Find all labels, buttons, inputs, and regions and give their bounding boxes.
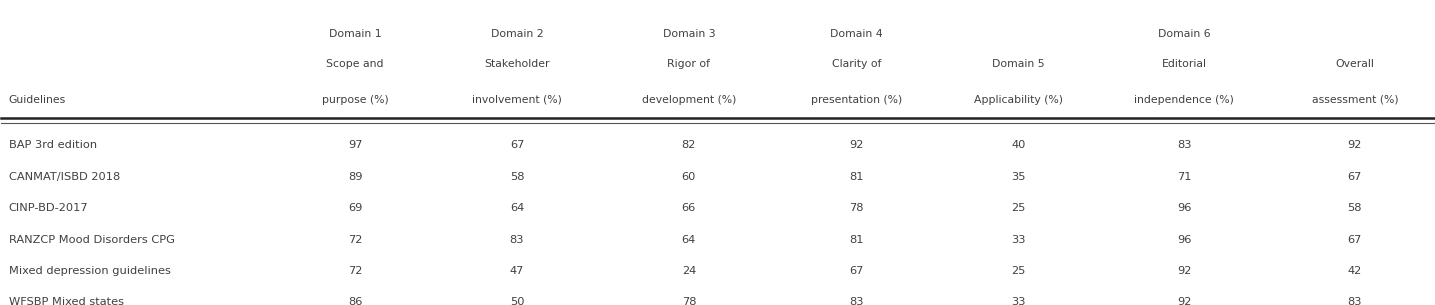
Text: 42: 42 [1347, 266, 1362, 276]
Text: 82: 82 [682, 140, 696, 150]
Text: assessment (%): assessment (%) [1312, 95, 1398, 105]
Text: 86: 86 [347, 297, 362, 305]
Text: 81: 81 [850, 172, 864, 181]
Text: 92: 92 [1177, 297, 1191, 305]
Text: 72: 72 [347, 266, 362, 276]
Text: Clarity of: Clarity of [832, 59, 881, 69]
Text: presentation (%): presentation (%) [811, 95, 903, 105]
Text: CANMAT/ISBD 2018: CANMAT/ISBD 2018 [9, 172, 119, 181]
Text: Overall: Overall [1336, 59, 1375, 69]
Text: 33: 33 [1012, 297, 1026, 305]
Text: 92: 92 [850, 140, 864, 150]
Text: 66: 66 [682, 203, 696, 213]
Text: Guidelines: Guidelines [9, 95, 66, 105]
Text: Stakeholder: Stakeholder [484, 59, 550, 69]
Text: 67: 67 [850, 266, 864, 276]
Text: 64: 64 [509, 203, 524, 213]
Text: RANZCP Mood Disorders CPG: RANZCP Mood Disorders CPG [9, 235, 175, 245]
Text: 67: 67 [509, 140, 524, 150]
Text: 64: 64 [682, 235, 696, 245]
Text: 92: 92 [1347, 140, 1362, 150]
Text: 81: 81 [850, 235, 864, 245]
Text: 67: 67 [1347, 235, 1362, 245]
Text: WFSBP Mixed states: WFSBP Mixed states [9, 297, 123, 305]
Text: 96: 96 [1177, 203, 1191, 213]
Text: 71: 71 [1177, 172, 1191, 181]
Text: 83: 83 [509, 235, 524, 245]
Text: 69: 69 [347, 203, 362, 213]
Text: 72: 72 [347, 235, 362, 245]
Text: 58: 58 [1347, 203, 1362, 213]
Text: Applicability (%): Applicability (%) [974, 95, 1063, 105]
Text: 35: 35 [1012, 172, 1026, 181]
Text: 50: 50 [509, 297, 524, 305]
Text: Domain 3: Domain 3 [663, 29, 715, 39]
Text: 25: 25 [1012, 266, 1026, 276]
Text: CINP-BD-2017: CINP-BD-2017 [9, 203, 88, 213]
Text: 97: 97 [347, 140, 363, 150]
Text: 60: 60 [682, 172, 696, 181]
Text: 67: 67 [1347, 172, 1362, 181]
Text: 83: 83 [1347, 297, 1362, 305]
Text: involvement (%): involvement (%) [472, 95, 563, 105]
Text: Rigor of: Rigor of [667, 59, 710, 69]
Text: Domain 5: Domain 5 [992, 59, 1045, 69]
Text: BAP 3rd edition: BAP 3rd edition [9, 140, 96, 150]
Text: purpose (%): purpose (%) [321, 95, 389, 105]
Text: 58: 58 [509, 172, 524, 181]
Text: 40: 40 [1012, 140, 1026, 150]
Text: 83: 83 [850, 297, 864, 305]
Text: 24: 24 [682, 266, 696, 276]
Text: Domain 6: Domain 6 [1158, 29, 1211, 39]
Text: 78: 78 [682, 297, 696, 305]
Text: 92: 92 [1177, 266, 1191, 276]
Text: 33: 33 [1012, 235, 1026, 245]
Text: Domain 4: Domain 4 [829, 29, 883, 39]
Text: 47: 47 [509, 266, 524, 276]
Text: independence (%): independence (%) [1135, 95, 1234, 105]
Text: 83: 83 [1177, 140, 1191, 150]
Text: 78: 78 [850, 203, 864, 213]
Text: development (%): development (%) [641, 95, 736, 105]
Text: Editorial: Editorial [1162, 59, 1207, 69]
Text: Mixed depression guidelines: Mixed depression guidelines [9, 266, 171, 276]
Text: Domain 2: Domain 2 [491, 29, 544, 39]
Text: Scope and: Scope and [326, 59, 385, 69]
Text: 25: 25 [1012, 203, 1026, 213]
Text: Domain 1: Domain 1 [329, 29, 382, 39]
Text: 96: 96 [1177, 235, 1191, 245]
Text: 89: 89 [347, 172, 363, 181]
